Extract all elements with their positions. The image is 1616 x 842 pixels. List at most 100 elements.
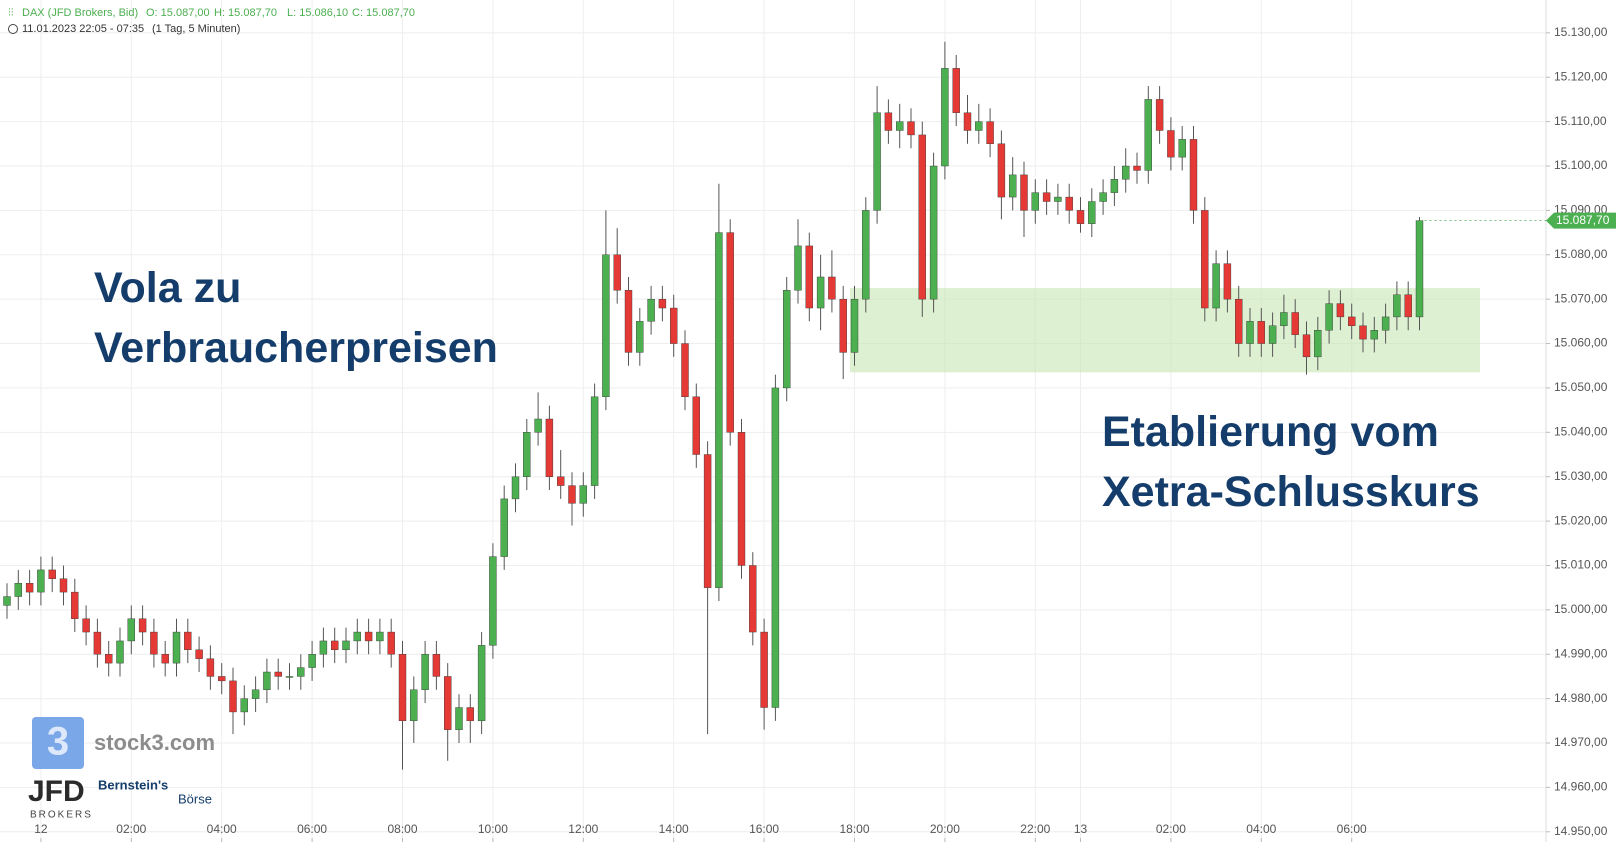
candle-body — [726, 232, 734, 433]
candle-body — [116, 640, 124, 664]
logo-site: stock3.com — [94, 730, 215, 755]
candle-body — [1076, 210, 1085, 224]
x-tick-label: 20:00 — [930, 822, 960, 836]
candle-body — [25, 583, 34, 593]
y-tick-label: 14.950,00 — [1554, 824, 1608, 838]
candle-body — [1189, 139, 1198, 211]
candle-body — [1234, 298, 1243, 344]
candle-body — [771, 387, 780, 708]
logo-badge — [32, 717, 84, 769]
candle-body — [432, 654, 441, 677]
candle-body — [1065, 196, 1073, 211]
header-open: O: 15.087,00 — [146, 7, 210, 19]
candle-body — [918, 134, 926, 300]
x-tick-label: 16:00 — [749, 822, 779, 836]
candle-body — [534, 418, 542, 433]
candle-body — [1381, 316, 1390, 331]
candle-body — [3, 596, 11, 606]
x-tick-label: 02:00 — [1156, 822, 1186, 836]
candle-body — [590, 396, 599, 486]
y-tick-label: 15.030,00 — [1554, 469, 1608, 483]
y-tick-label: 14.980,00 — [1554, 691, 1608, 705]
candle-body — [636, 321, 644, 353]
candle-body — [658, 298, 667, 309]
candle-body — [489, 556, 497, 646]
candle-body — [229, 680, 237, 713]
candle-body — [217, 676, 226, 682]
x-tick-label: 02:00 — [116, 822, 146, 836]
candle-body — [48, 569, 56, 579]
candle-body — [1415, 220, 1424, 318]
last-price-tag — [1546, 212, 1616, 229]
candle-body — [477, 645, 486, 722]
candle-body — [963, 112, 972, 131]
candle-body — [1280, 312, 1288, 326]
logo-badge-text: 3 — [47, 720, 69, 764]
y-tick-label: 15.000,00 — [1554, 602, 1608, 616]
candle-body — [1246, 321, 1254, 344]
y-tick-label: 15.080,00 — [1554, 247, 1608, 261]
y-tick-label: 15.130,00 — [1554, 25, 1608, 39]
y-tick-label: 14.990,00 — [1554, 646, 1608, 660]
candle-body — [1020, 174, 1028, 211]
candle-body — [1201, 210, 1209, 309]
candle-body — [1291, 312, 1299, 335]
candle-body — [1359, 325, 1367, 340]
candle-body — [862, 210, 870, 300]
candle-body — [952, 68, 960, 113]
x-tick-label: 13 — [1074, 822, 1088, 836]
y-tick-label: 15.050,00 — [1554, 380, 1608, 394]
candle-body — [1054, 196, 1062, 202]
y-tick-label: 15.070,00 — [1554, 291, 1608, 305]
candle-body — [805, 245, 813, 309]
candle-body — [1370, 330, 1379, 340]
candle-body — [602, 254, 610, 398]
subtitle: 11.01.2023 22:05 - 07:35 — [22, 23, 144, 35]
clock-icon — [8, 24, 18, 34]
candle-body — [1009, 174, 1017, 198]
header-icon: ⫶⫶ — [8, 7, 14, 19]
candle-body — [1257, 321, 1266, 344]
candle-body — [783, 290, 791, 389]
logo-broker: JFD — [28, 775, 85, 808]
candle-body — [670, 307, 678, 344]
candle-body — [613, 254, 621, 291]
candle-body — [138, 618, 147, 633]
candle-body — [37, 569, 45, 593]
candle-body — [14, 583, 23, 597]
candle-body — [308, 654, 316, 668]
candle-body — [1031, 192, 1040, 211]
candle-body — [1404, 294, 1412, 318]
candle-body — [681, 343, 689, 398]
candle-body — [104, 654, 113, 664]
candle-body — [929, 165, 938, 300]
candle-body — [839, 298, 847, 353]
candle-body — [59, 578, 68, 593]
x-tick-label: 08:00 — [387, 822, 417, 836]
y-tick-label: 15.040,00 — [1554, 424, 1608, 438]
candle-body — [184, 631, 192, 651]
x-tick-label: 04:00 — [207, 822, 237, 836]
interval: (1 Tag, 5 Minuten) — [152, 23, 240, 35]
candle-body — [647, 298, 655, 322]
candle-body — [195, 649, 203, 659]
x-tick-label: 12:00 — [568, 822, 598, 836]
candle-body — [444, 676, 452, 730]
marks — [3, 41, 1480, 770]
annotation: Etablierung vom — [1102, 408, 1439, 456]
candle-body — [319, 640, 328, 655]
candle-body — [1099, 192, 1107, 202]
candle-body — [455, 707, 463, 730]
candle-body — [1314, 330, 1322, 358]
candle-body — [975, 121, 983, 131]
candle-body — [557, 476, 565, 486]
candle-body — [1088, 201, 1096, 224]
candle-body — [127, 618, 136, 642]
candle-body — [364, 631, 373, 642]
candle-body — [1302, 334, 1311, 358]
candle-body — [206, 658, 215, 677]
logo-partner: Bernstein's — [98, 777, 168, 792]
y-tick-label: 15.020,00 — [1554, 513, 1608, 527]
candle-body — [737, 432, 746, 566]
header-high: H: 15.087,70 — [214, 7, 277, 19]
